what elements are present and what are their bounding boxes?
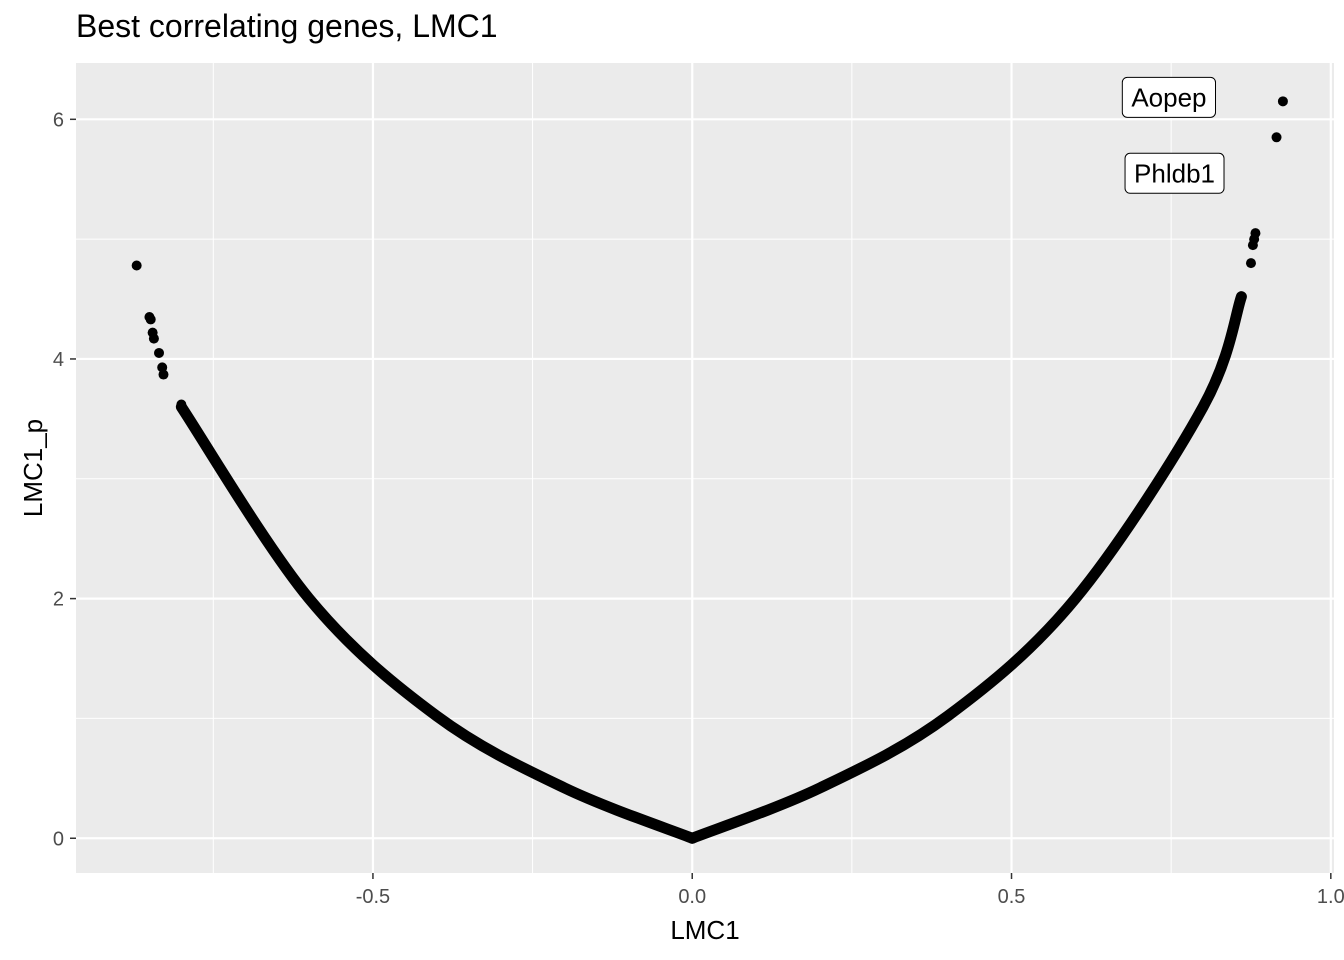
x-tick-label: -0.5	[356, 886, 390, 908]
chart-title: Best correlating genes, LMC1	[76, 8, 498, 44]
point-annotations: Aopep Phldb1	[1121, 76, 1225, 194]
point-band-right	[686, 291, 1247, 844]
annotation-box	[1124, 152, 1225, 194]
y-tick-label: 6	[53, 109, 64, 131]
x-axis: -0.5 0.0 0.5 1.0	[356, 873, 1344, 908]
data-point	[158, 369, 169, 380]
data-point	[145, 314, 156, 325]
annotation-text: Aopep	[1131, 82, 1206, 112]
point-band	[175, 291, 1247, 844]
data-point	[154, 347, 165, 358]
y-axis: 0 2 4 6	[53, 109, 76, 850]
data-point	[131, 260, 142, 271]
data-point	[1271, 132, 1282, 143]
annotation-box	[1121, 76, 1217, 118]
plot-panel	[76, 63, 1334, 873]
data-point	[1277, 96, 1288, 107]
data-point	[176, 399, 187, 410]
x-tick-label: 0.5	[998, 886, 1026, 908]
data-point	[148, 333, 159, 344]
point-band-left	[175, 401, 698, 844]
annotation-label: Phldb1	[1124, 152, 1225, 194]
x-tick-label: 0.0	[678, 886, 706, 908]
y-axis-title: LMC1_p	[18, 419, 48, 517]
data-point	[1245, 258, 1256, 269]
annotation-text: Phldb1	[1134, 158, 1215, 188]
data-point	[1250, 228, 1261, 239]
annotation-label: Aopep	[1121, 76, 1217, 118]
x-axis-title: LMC1	[670, 915, 739, 945]
y-tick-label: 4	[53, 349, 64, 371]
x-tick-label: 1.0	[1317, 886, 1344, 908]
y-tick-label: 0	[53, 828, 64, 850]
y-tick-label: 2	[53, 589, 64, 611]
data-points	[131, 96, 1288, 410]
